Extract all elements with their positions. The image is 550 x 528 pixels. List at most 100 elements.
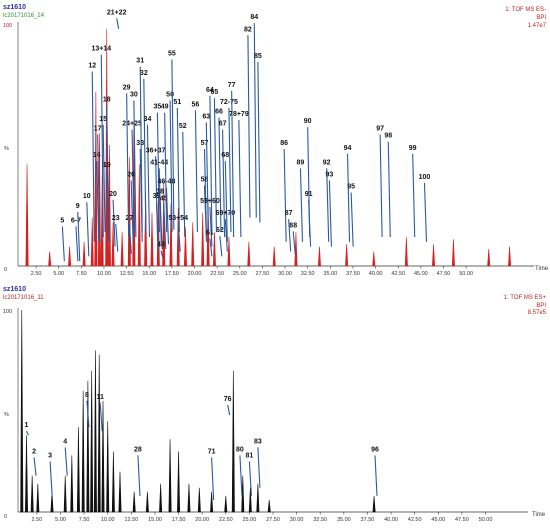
bottom-peak-4 [50, 491, 54, 513]
top-annotation-leader [219, 236, 223, 257]
bottom-annotation-leader [239, 455, 243, 496]
bottom-xtick-label: 27.50 [266, 517, 280, 523]
top-peak-21 [183, 227, 187, 267]
bottom-xtick-label: 37.50 [361, 517, 375, 523]
top-annotation-leader [412, 153, 416, 237]
top-xtick-label: 17.50 [165, 271, 179, 277]
top-annotation-leader [224, 219, 228, 252]
bottom-annotation-leader [99, 402, 103, 432]
top-annotation-leader [128, 223, 132, 254]
bottom-peak-5 [63, 475, 67, 513]
top-peak-label: 53+54 [168, 215, 188, 222]
top-peak-19 [169, 203, 173, 267]
top-peak-label: 95 [347, 184, 355, 191]
top-peak-11 [120, 232, 124, 267]
top-peak-label: 51 [173, 99, 181, 106]
top-annotation-leader [171, 59, 175, 230]
top-xtick-label: 22.50 [210, 271, 224, 277]
bottom-peak-12 [97, 354, 101, 513]
top-peak-25 [212, 232, 216, 267]
top-peak-28 [272, 246, 276, 267]
top-peak-label: 35 [154, 104, 162, 111]
top-annotation-leader [213, 98, 217, 233]
bottom-xtick-label: 32.50 [313, 517, 327, 523]
top-peak-label: 93 [326, 171, 334, 178]
bottom-panel: sz1610 lc20171016_11 100 % 0 1: TOF MS E… [3, 286, 547, 523]
top-peak-16 [150, 212, 154, 267]
top-peak-1 [48, 251, 52, 267]
top-peak-23 [201, 212, 205, 267]
bottom-peak-16 [118, 471, 122, 513]
bottom-annotation-leader [137, 455, 141, 496]
top-peak-10 [111, 222, 115, 267]
bottom-xtick-label: 25.00 [243, 517, 257, 523]
bottom-file-label: lc20171016_11 [3, 295, 44, 301]
top-annotation-leader [75, 226, 79, 262]
bottom-peak-1 [24, 435, 29, 513]
top-peak-label: 23 [112, 215, 120, 222]
top-annotation-leader [209, 238, 213, 257]
top-peak-label: 45 [160, 196, 168, 203]
top-peak-31 [345, 244, 349, 267]
top-peak-33 [404, 236, 408, 267]
top-annotation-leader [205, 122, 209, 233]
top-annotation-leader [126, 93, 130, 237]
bottom-trace-label: BPI [536, 303, 546, 309]
top-peak-label: 5 [60, 217, 64, 224]
bottom-peak-label: 71 [208, 448, 216, 455]
top-peak-36 [487, 249, 491, 267]
top-peak-5 [94, 91, 98, 267]
bottom-ytick-100: 100 [3, 309, 12, 315]
top-xlabel: Time [535, 266, 549, 272]
top-xtick-label: 30.00 [278, 271, 292, 277]
top-annotation-leader [346, 153, 351, 242]
top-xtick-label: 50.00 [459, 271, 473, 277]
top-annotation-leader [231, 90, 235, 237]
top-xtick-layer: 2.50 5.00 7.50 10.00 12.50 15.00 17.50 20.00 22.… [31, 266, 473, 277]
bottom-ylabel: % [4, 412, 9, 418]
top-peak-30 [317, 246, 321, 267]
top-xtick-label: 2.50 [31, 271, 42, 277]
top-panel: sz1610 lc20171016_24 100 % 0 1: TOF MS E… [3, 4, 549, 277]
bottom-ytick-0: 0 [4, 514, 7, 520]
top-xtick-label: 47.50 [437, 271, 451, 277]
bottom-sample-label: sz1610 [3, 286, 26, 293]
bottom-peak-8 [81, 390, 85, 513]
bottom-annotation-leader [211, 457, 215, 500]
top-annotation-leader [97, 134, 101, 242]
top-peak-label: 59+60 [200, 198, 220, 205]
bottom-peak-13 [101, 400, 105, 513]
top-annotation-leader [160, 250, 164, 259]
bottom-peak-25 [224, 495, 228, 513]
top-annotation-leader [423, 182, 428, 242]
bottom-xtick-label: 40.00 [384, 517, 398, 523]
bottom-annotation-leader [257, 447, 261, 488]
top-annotation-leader [203, 185, 208, 242]
bottom-annotation-leader [374, 455, 378, 496]
top-xtick-label: 5.00 [53, 271, 64, 277]
top-peak-label: 86 [280, 140, 288, 147]
top-peak-label: 56 [192, 101, 200, 108]
top-annotation-leader [112, 199, 116, 247]
top-annotation-leader [169, 100, 173, 233]
bottom-peak-28 [248, 487, 252, 513]
top-peak-label: 52 [179, 123, 187, 130]
top-xtick-label: 35.00 [323, 271, 337, 277]
top-annotation-leader [238, 119, 242, 237]
bottom-peak-7 [76, 427, 80, 513]
bottom-peak-18 [145, 491, 149, 513]
top-annotation-leader [257, 61, 261, 223]
top-peak-label: 90 [304, 118, 312, 125]
top-peak-label: 50 [166, 92, 174, 99]
top-peak-label: 94 [344, 145, 352, 152]
top-peak-14 [137, 164, 141, 267]
top-xtick-label: 10.00 [97, 271, 111, 277]
top-peak-label: 69+70 [215, 210, 235, 217]
bottom-annotation-leader [64, 447, 68, 476]
top-peak-label: 15 [99, 116, 107, 123]
top-peak-label: 26 [127, 171, 135, 178]
top-peak-2 [68, 246, 72, 267]
top-peak-label: 78+79 [229, 111, 249, 118]
top-peak-label: 9 [76, 203, 80, 210]
top-peak-label: 21+22 [107, 9, 127, 16]
